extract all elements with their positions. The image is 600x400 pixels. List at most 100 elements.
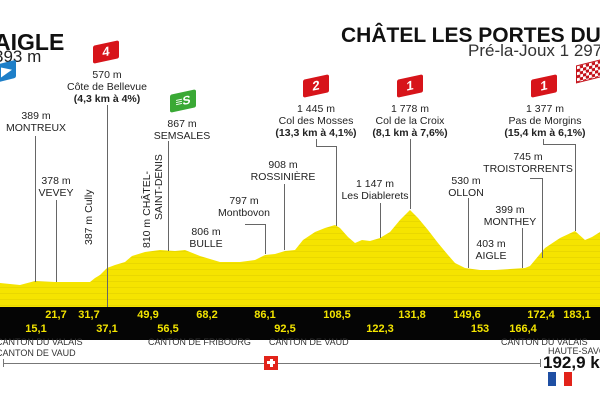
waypoint-name: AIGLE [475, 250, 507, 262]
waypoint-montbovon: 797 m Montbovon [218, 195, 270, 219]
region-start-1: CANTON DU VALAIS [0, 337, 83, 347]
leader-line [316, 139, 317, 147]
km-marker: 21,7 [45, 309, 67, 321]
leader-line [468, 198, 469, 268]
climb-label-mosses: 1 445 m Col des Mosses (13,3 km à 4,1%) [275, 103, 356, 139]
waypoint-diablerets: 1 147 m Les Diablerets [341, 178, 408, 202]
leader-line [522, 228, 523, 268]
climb-label-croix: 1 778 m Col de la Croix (8,1 km à 7,6%) [372, 103, 447, 139]
km-marker: 49,9 [137, 309, 159, 321]
waypoint-name: Les Diablerets [341, 190, 409, 202]
waypoint-chatel-st-denis-2: SAINT-DENIS [153, 154, 165, 220]
waypoint-montreux: 389 m MONTREUX [6, 110, 66, 134]
leader-line [575, 144, 576, 231]
sprint-label-semsales: 867 m SEMSALES [154, 118, 211, 142]
km-marker: 122,3 [366, 323, 394, 335]
km-marker: 108,5 [323, 309, 351, 321]
climb-altitude: 1 445 m [297, 103, 335, 115]
sprint-label: S [182, 92, 191, 109]
region-vaud: CANTON DE VAUD [269, 337, 349, 347]
climb-altitude: 1 778 m [391, 103, 429, 115]
climb-name: Côte de Bellevue [67, 81, 147, 93]
waypoint-ollon: 530 m OLLON [448, 175, 484, 199]
waypoint-name: MONTREUX [5, 122, 67, 134]
region-fribourg: CANTON DE FRIBOURG [148, 337, 251, 347]
waypoint-name: SAINT-DENIS [153, 154, 165, 220]
leader-line [542, 178, 543, 258]
elevation-profile [0, 210, 600, 310]
leader-line [380, 203, 381, 238]
waypoint-altitude: 530 m [451, 175, 481, 187]
leader-line [316, 146, 336, 147]
waypoint-altitude: 867 m [167, 118, 197, 130]
waypoint-altitude: 1 147 m [356, 178, 394, 190]
km-marker: 149,6 [453, 309, 481, 321]
km-marker: 153 [470, 323, 490, 335]
waypoint-name: TROISTORRENTS [483, 163, 573, 175]
total-distance: 192,9 km [543, 353, 600, 372]
region-haute-savoie: HAUTE-SAVOIE [548, 346, 600, 356]
km-marker: 86,1 [254, 309, 276, 321]
region-start-2: CANTON DE VAUD [0, 348, 76, 358]
climb-detail: (13,3 km à 4,1%) [275, 127, 357, 139]
waypoint-bulle: 806 m BULLE [189, 226, 222, 250]
distance-line-end-tick [540, 359, 541, 367]
leader-line [265, 224, 266, 254]
waypoint-altitude: 387 m [83, 215, 95, 245]
climb-label-bellevue: 570 m Côte de Bellevue (4,3 km à 4%) [67, 69, 147, 105]
waypoint-altitude: 378 m [41, 175, 71, 187]
waypoint-name: CHÂTEL- [141, 170, 153, 216]
start-flag-icon [0, 59, 16, 83]
climb-detail: (4,3 km à 4%) [73, 93, 141, 105]
km-bar [0, 307, 600, 340]
waypoint-name: Montbovon [218, 207, 270, 219]
km-marker: 183,1 [563, 309, 591, 321]
waypoint-chatel-st-denis: 810 m CHÂTEL- [141, 171, 153, 248]
distance-line-start-tick [3, 359, 4, 367]
waypoint-altitude: 403 m [476, 238, 506, 250]
leader-line [56, 200, 57, 282]
waypoint-altitude: 389 m [21, 110, 51, 122]
region-valais: CANTON DU VALAIS [501, 337, 588, 347]
km-marker: 92,5 [274, 323, 296, 335]
leader-line [530, 178, 542, 179]
waypoint-cully: 387 m Cully [83, 190, 95, 245]
start-town: AIGLE [0, 29, 65, 55]
waypoint-name: MONTHEY [483, 216, 537, 228]
waypoint-name: SEMSALES [153, 130, 211, 142]
waypoint-name: Cully [83, 189, 95, 213]
km-marker: 56,5 [157, 323, 179, 335]
km-marker: 131,8 [398, 309, 426, 321]
climb-name: Col des Mosses [278, 115, 354, 127]
waypoint-aigle: 403 m AIGLE [476, 238, 507, 262]
waypoint-name: OLLON [448, 187, 484, 199]
climb-detail: (8,1 km à 7,6%) [372, 127, 448, 139]
finish-subtitle: Pré-la-Joux 1 297 m [468, 41, 600, 60]
leader-line [284, 184, 285, 250]
leader-line [543, 144, 575, 145]
waypoint-monthey: 399 m MONTHEY [484, 204, 537, 228]
waypoint-altitude: 745 m [513, 151, 543, 163]
leader-line [543, 139, 544, 144]
waypoint-altitude: 797 m [229, 195, 259, 207]
km-marker: 31,7 [78, 309, 100, 321]
waypoint-vevey: 378 m VEVEY [38, 175, 73, 199]
climb-detail: (15,4 km à 6,1%) [504, 127, 586, 139]
waypoint-rossiniere: 908 m ROSSINIÈRE [251, 159, 316, 183]
waypoint-name: ROSSINIÈRE [250, 171, 316, 183]
waypoint-name: VEVEY [38, 187, 74, 199]
km-marker: 172,4 [527, 309, 555, 321]
leader-line [35, 136, 36, 282]
leader-line [410, 139, 411, 209]
leader-line [107, 105, 108, 307]
waypoint-altitude: 908 m [268, 159, 298, 171]
climb-name: Col de la Croix [375, 115, 445, 127]
km-marker: 15,1 [25, 323, 47, 335]
waypoint-name: BULLE [189, 238, 223, 250]
climb-altitude: 1 377 m [526, 103, 564, 115]
swiss-flag-icon [264, 356, 278, 370]
waypoint-altitude: 399 m [495, 204, 525, 216]
waypoint-altitude: 806 m [191, 226, 221, 238]
leader-line [336, 146, 337, 226]
km-marker: 68,2 [196, 309, 218, 321]
